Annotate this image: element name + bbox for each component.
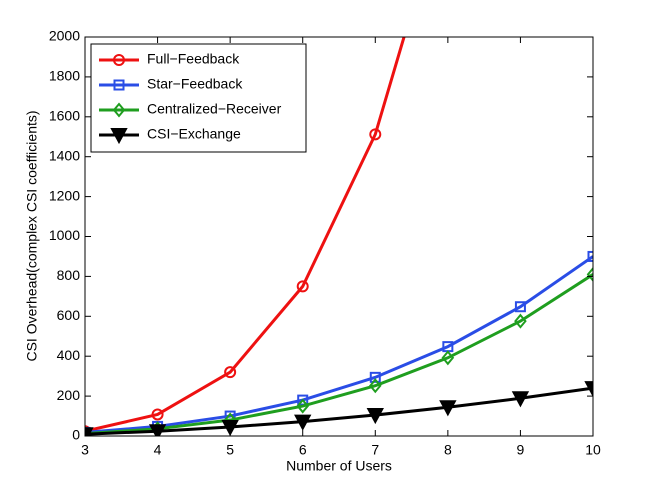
y-tick-label: 1400	[49, 147, 80, 163]
legend-label: CSI−Exchange	[147, 126, 241, 142]
x-tick-label: 3	[81, 442, 89, 458]
y-tick-label: 1600	[49, 108, 80, 124]
series-line	[85, 255, 593, 434]
x-tick-label: 9	[517, 442, 525, 458]
marker	[224, 366, 237, 379]
marker	[112, 102, 126, 118]
x-axis-label: Number of Users	[286, 458, 392, 474]
x-tick-label: 7	[371, 442, 379, 458]
marker	[587, 250, 593, 262]
x-tick-label: 6	[299, 442, 307, 458]
marker	[514, 313, 527, 329]
x-tick-label: 4	[154, 442, 162, 458]
y-tick-label: 800	[57, 267, 81, 283]
series-line	[85, 386, 593, 436]
y-tick-label: 200	[57, 387, 81, 403]
marker	[441, 350, 455, 366]
marker	[113, 54, 125, 66]
marker	[369, 128, 382, 141]
marker	[368, 378, 382, 394]
marker	[151, 408, 164, 421]
y-tick-label: 1800	[49, 68, 80, 84]
series-line	[85, 37, 406, 433]
marker	[113, 79, 125, 91]
marker	[584, 381, 593, 398]
y-axis-label: CSI Overhead(complex CSI coefficients)	[24, 110, 40, 361]
y-tick-label: 400	[57, 347, 81, 363]
marker	[586, 266, 593, 282]
marker	[296, 280, 309, 293]
y-tick-label: 2000	[49, 28, 80, 44]
marker	[439, 400, 457, 417]
marker	[221, 420, 239, 436]
y-tick-label: 1200	[49, 187, 80, 203]
marker	[514, 301, 526, 313]
y-tick-label: 0	[72, 427, 80, 443]
plot-area	[85, 37, 593, 436]
marker	[369, 371, 381, 383]
y-tick-label: 600	[57, 307, 81, 323]
series-line	[85, 273, 593, 436]
marker	[110, 128, 128, 145]
marker	[85, 427, 94, 436]
x-tick-label: 10	[585, 442, 601, 458]
marker	[511, 391, 530, 408]
x-tick-label: 5	[226, 442, 234, 458]
legend-label: Centralized−Receiver	[147, 101, 282, 117]
marker	[366, 408, 384, 425]
marker	[296, 398, 310, 414]
y-tick-label: 1000	[49, 227, 80, 243]
legend-label: Full−Feedback	[147, 51, 240, 67]
marker	[294, 414, 312, 431]
x-tick-label: 8	[444, 442, 452, 458]
legend-label: Star−Feedback	[147, 76, 243, 92]
